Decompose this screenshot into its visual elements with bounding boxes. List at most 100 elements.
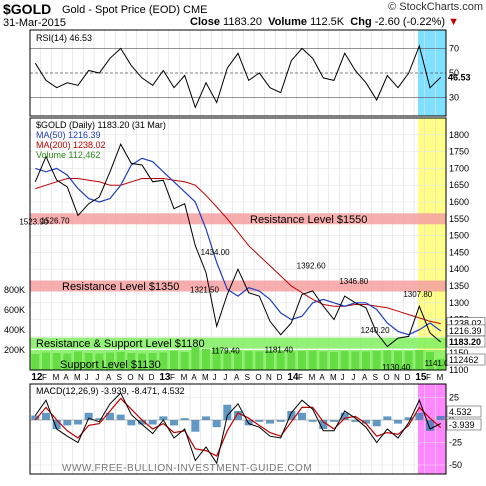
macd-histogram-bar xyxy=(74,420,82,425)
price-annotation: 1179.40 xyxy=(211,346,240,355)
x-year-label: 14 xyxy=(287,372,299,383)
macd-histogram-bar xyxy=(202,416,210,420)
x-year-label: 13 xyxy=(159,372,171,383)
chg-down-icon: ▼ xyxy=(448,16,459,28)
volume-bar xyxy=(223,351,232,370)
rsi-legend: RSI(14) 46.53 xyxy=(36,33,92,43)
x-month-label: A xyxy=(63,373,69,382)
macd-right-box xyxy=(446,418,482,431)
macd-histogram-bar xyxy=(319,420,328,429)
macd-histogram-bar xyxy=(362,420,370,424)
price-tick-label: 1650 xyxy=(449,180,469,190)
volume-bar xyxy=(426,352,434,370)
macd-signal-line xyxy=(34,397,442,457)
volume-bar xyxy=(308,350,317,370)
right-value-label: 1183.20 xyxy=(449,337,481,347)
right-value-label: 112462 xyxy=(449,355,478,365)
volume-bar xyxy=(106,352,114,370)
price-annotation: 1181.40 xyxy=(265,346,294,355)
x-month-label: F xyxy=(170,373,175,382)
volume-bar xyxy=(266,351,274,370)
volume-bar xyxy=(319,351,328,370)
x-month-label: D xyxy=(277,373,283,382)
macd-legend: MACD(12,26,9) -3.939, -8.471, 4.532 xyxy=(36,386,185,396)
x-month-label: N xyxy=(266,373,272,382)
volume-bar xyxy=(394,351,402,370)
price-annotation: 1523.90 xyxy=(19,218,48,227)
volume-tick-label: 600K xyxy=(4,305,25,315)
volume-bar xyxy=(372,351,381,370)
price-tick-label: 1700 xyxy=(449,163,469,173)
ma200-legend: MA(200) 1238.02 xyxy=(36,140,106,150)
chg-label: Chg xyxy=(350,16,372,28)
price-tick-label: 1500 xyxy=(449,231,469,241)
macd-histogram-bar xyxy=(351,420,360,422)
x-month-label: M xyxy=(330,373,337,382)
volume-bar xyxy=(255,351,264,370)
volume-bar xyxy=(74,351,82,370)
x-month-label: S xyxy=(245,373,250,382)
x-month-label: F xyxy=(426,373,431,382)
x-month-label: O xyxy=(255,373,261,382)
price-tick-label: 1100 xyxy=(449,365,468,375)
x-month-label: A xyxy=(319,373,325,382)
macd-histogram-bar xyxy=(127,420,136,426)
macd-histogram-bar xyxy=(191,420,200,432)
volume-bar xyxy=(116,352,125,370)
x-month-label: O xyxy=(383,373,389,382)
price-tick-label: 1450 xyxy=(449,247,469,257)
volume-bar xyxy=(244,351,253,370)
volume-bar xyxy=(362,351,370,370)
x-year-label: 15 xyxy=(415,372,427,383)
macd-histogram-bar xyxy=(383,416,392,420)
macd-histogram-bar xyxy=(63,420,72,426)
price-stats: Close 1183.20 Volume 112.5K Chg -2.60 (-… xyxy=(190,16,459,28)
x-month-label: J xyxy=(85,373,89,382)
volume-bar xyxy=(202,349,210,370)
rsi-last-value: 46.53 xyxy=(448,72,471,82)
rsi-panel-frame xyxy=(29,29,447,117)
volume-bar xyxy=(180,352,189,370)
x-month-label: F xyxy=(298,373,303,382)
rsi-tick-label: 70 xyxy=(449,43,459,53)
macd-right-label: -3.939 xyxy=(449,420,475,430)
macd-histogram-bar xyxy=(42,412,50,420)
macd-histogram-bar xyxy=(372,420,381,427)
right-value-box xyxy=(446,335,486,348)
chart-date: 31-Mar-2015 xyxy=(3,17,66,29)
price-tick-label: 1600 xyxy=(449,197,469,207)
macd-histogram-bar xyxy=(404,417,413,420)
x-month-label: J xyxy=(351,373,355,382)
level-band xyxy=(30,213,446,225)
macd-histogram-bar xyxy=(426,420,434,431)
macd-histogram-bar xyxy=(106,412,114,420)
macd-histogram-bar xyxy=(31,415,40,420)
price-annotation: 1240.20 xyxy=(361,326,390,335)
x-month-label: S xyxy=(117,373,122,382)
x-month-label: M xyxy=(202,373,209,382)
volume-bar xyxy=(42,352,50,370)
macd-histogram-bar xyxy=(287,411,296,420)
top-watermark: © StockCharts.com xyxy=(388,1,483,13)
x-month-label: J xyxy=(223,373,227,382)
x-month-label: F xyxy=(42,373,47,382)
price-panel-frame xyxy=(29,117,447,371)
macd-histogram-bar xyxy=(180,418,189,420)
price-annotation: 1434.00 xyxy=(201,248,230,257)
right-value-label: 1238.02 xyxy=(449,319,482,329)
volume-bar xyxy=(52,353,61,370)
macd-right-label: 4.532 xyxy=(449,407,472,417)
price-tick-label: 1300 xyxy=(449,298,469,308)
x-month-label: J xyxy=(213,373,217,382)
macd-histogram-bar xyxy=(330,420,338,422)
x-year-label: 12 xyxy=(31,372,43,383)
x-month-label: M xyxy=(53,373,60,382)
macd-histogram-bar xyxy=(415,412,424,420)
macd-histogram-bar xyxy=(148,420,157,425)
macd-right-box xyxy=(446,405,482,418)
x-month-label: M xyxy=(74,373,81,382)
price-tick-label: 1350 xyxy=(449,281,469,291)
price-tick-label: 1800 xyxy=(449,130,469,140)
volume-bar xyxy=(415,350,424,370)
